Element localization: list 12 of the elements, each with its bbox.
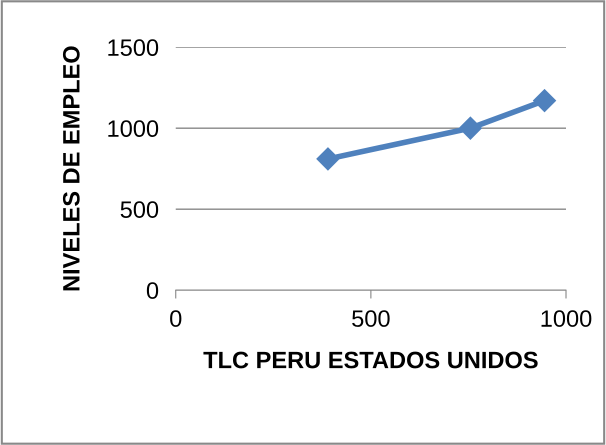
y-tick-label: 1500 (108, 39, 158, 56)
x-tick-label: 500 (352, 310, 390, 327)
x-tick-label: 1000 (542, 310, 592, 327)
point (533, 89, 556, 112)
x-axis-title: TLC PERU ESTADOS UNIDOS (203, 352, 538, 368)
point (458, 116, 482, 140)
x-tick-label: 0 (170, 310, 182, 327)
y-tick-label: 1000 (108, 120, 158, 137)
y-tick-label: 500 (120, 201, 158, 218)
y-axis-title: NIVELES DE EMPLEO (62, 46, 80, 290)
y-tick-label: 0 (146, 282, 158, 299)
point (316, 147, 340, 170)
